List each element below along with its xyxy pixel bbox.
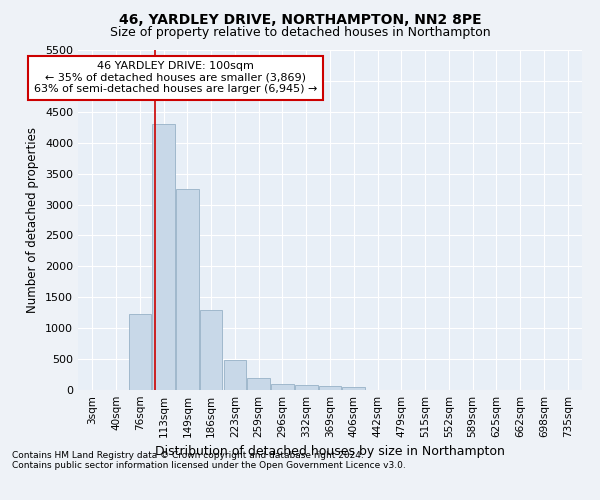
- X-axis label: Distribution of detached houses by size in Northampton: Distribution of detached houses by size …: [155, 446, 505, 458]
- Y-axis label: Number of detached properties: Number of detached properties: [26, 127, 40, 313]
- Bar: [319, 386, 341, 390]
- Bar: [343, 387, 365, 390]
- Bar: [224, 360, 246, 390]
- Bar: [176, 189, 199, 390]
- Bar: [200, 310, 223, 390]
- Text: Size of property relative to detached houses in Northampton: Size of property relative to detached ho…: [110, 26, 490, 39]
- Text: 46 YARDLEY DRIVE: 100sqm
← 35% of detached houses are smaller (3,869)
63% of sem: 46 YARDLEY DRIVE: 100sqm ← 35% of detach…: [34, 61, 317, 94]
- Text: 46, YARDLEY DRIVE, NORTHAMPTON, NN2 8PE: 46, YARDLEY DRIVE, NORTHAMPTON, NN2 8PE: [119, 12, 481, 26]
- Text: Contains public sector information licensed under the Open Government Licence v3: Contains public sector information licen…: [12, 460, 406, 469]
- Bar: [152, 124, 175, 390]
- Text: Contains HM Land Registry data © Crown copyright and database right 2024.: Contains HM Land Registry data © Crown c…: [12, 450, 364, 460]
- Bar: [247, 378, 270, 390]
- Bar: [295, 385, 317, 390]
- Bar: [271, 384, 294, 390]
- Bar: [128, 314, 151, 390]
